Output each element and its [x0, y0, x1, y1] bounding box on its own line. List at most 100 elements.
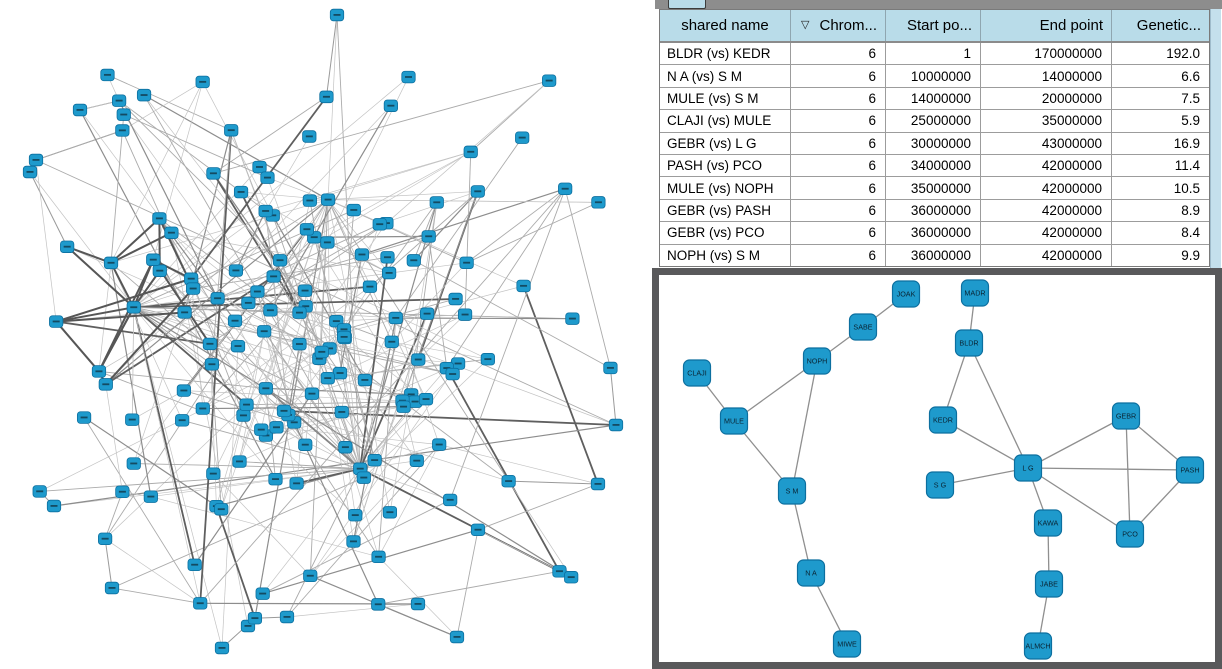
network-node[interactable]: KEDR	[928, 406, 958, 434]
network-node[interactable]	[299, 223, 315, 236]
network-node[interactable]	[152, 212, 167, 225]
network-node[interactable]	[202, 337, 218, 351]
network-node[interactable]	[338, 441, 353, 454]
network-node[interactable]: BLDR	[954, 329, 984, 357]
network-node[interactable]	[564, 571, 579, 584]
network-node[interactable]	[258, 204, 273, 218]
table-cell[interactable]: 14000000	[981, 65, 1112, 87]
network-node[interactable]: PCO	[1115, 520, 1145, 548]
network-node[interactable]	[320, 236, 335, 249]
network-node[interactable]	[126, 301, 141, 314]
network-node[interactable]	[457, 308, 473, 321]
network-node[interactable]	[501, 474, 516, 488]
network-node[interactable]	[100, 68, 115, 82]
network-node[interactable]	[266, 270, 281, 283]
network-node[interactable]	[449, 630, 465, 644]
table-cell[interactable]: BLDR (vs) KEDR	[660, 43, 791, 65]
table-cell[interactable]: 1	[886, 43, 981, 65]
network-node[interactable]	[186, 282, 201, 295]
network-edge[interactable]	[1125, 415, 1131, 535]
table-cell[interactable]: GEBR (vs) PCO	[660, 222, 791, 244]
network-node[interactable]: SABE	[848, 313, 878, 341]
network-node[interactable]	[22, 165, 38, 179]
network-node[interactable]	[195, 402, 210, 415]
network-node[interactable]: PASH	[1175, 456, 1205, 484]
network-node[interactable]	[396, 400, 411, 413]
network-node[interactable]	[459, 256, 474, 269]
table-cell[interactable]: 11.4	[1174, 158, 1200, 174]
network-node[interactable]	[298, 438, 313, 451]
network-node[interactable]	[303, 569, 318, 583]
network-node[interactable]	[269, 421, 284, 434]
network-node[interactable]	[337, 330, 352, 344]
network-node[interactable]	[146, 253, 161, 266]
network-node[interactable]	[371, 598, 386, 611]
network-node[interactable]	[72, 103, 88, 117]
network-node[interactable]	[210, 292, 225, 305]
network-node[interactable]	[552, 565, 567, 578]
table-cell[interactable]: 6	[791, 222, 886, 244]
network-node[interactable]: ALMCH	[1023, 632, 1053, 660]
table-cell[interactable]: 42000000	[981, 199, 1112, 222]
column-header-shared-name[interactable]: shared name	[660, 10, 791, 41]
network-node[interactable]	[204, 358, 220, 371]
network-node[interactable]	[380, 251, 395, 264]
network-node[interactable]	[116, 108, 131, 121]
network-node[interactable]	[362, 280, 378, 293]
network-node[interactable]	[590, 477, 606, 491]
network-edge[interactable]	[733, 360, 818, 422]
network-node[interactable]	[357, 373, 372, 387]
network-node[interactable]	[297, 284, 313, 297]
network-node[interactable]	[115, 124, 130, 137]
network-node[interactable]: N A	[796, 559, 826, 587]
network-node[interactable]	[329, 8, 345, 22]
table-cell[interactable]: 170000000	[981, 43, 1112, 65]
network-node[interactable]	[289, 477, 304, 490]
subnetwork-canvas[interactable]: CLAJI MULE NOPH SABE JOAK S M N A MIWE MADR BLDR K…	[659, 275, 1215, 662]
network-node[interactable]	[411, 353, 426, 366]
network-node[interactable]	[104, 581, 120, 595]
network-node[interactable]	[320, 193, 336, 206]
network-node[interactable]	[164, 226, 179, 239]
network-node[interactable]	[443, 493, 458, 507]
table-cell[interactable]: 42000000	[981, 177, 1112, 199]
network-node[interactable]	[401, 70, 416, 84]
network-node[interactable]	[346, 535, 361, 548]
network-edge[interactable]	[968, 342, 1029, 469]
network-node[interactable]	[98, 378, 113, 391]
table-cell[interactable]: 192.0	[1166, 46, 1200, 62]
network-node[interactable]	[445, 367, 460, 381]
network-node[interactable]	[98, 532, 113, 545]
table-cell[interactable]: 36000000	[886, 199, 981, 222]
table-cell[interactable]: 8.4	[1181, 225, 1200, 241]
table-cell[interactable]: 6	[791, 244, 886, 267]
network-node[interactable]	[175, 414, 190, 427]
table-row[interactable]: N A (vs) S M 6 10000000 14000000 6.6	[660, 65, 1209, 88]
table-cell[interactable]: 36000000	[886, 244, 981, 267]
column-header-genetic[interactable]: Genetic...	[1112, 10, 1209, 41]
network-node[interactable]	[184, 272, 199, 285]
network-node[interactable]	[409, 454, 424, 467]
network-node[interactable]	[320, 371, 335, 385]
network-node[interactable]	[187, 558, 202, 571]
table-row[interactable]: GEBR (vs) L G 6 30000000 43000000 16.9	[660, 132, 1209, 156]
network-node[interactable]	[429, 196, 444, 209]
network-node[interactable]	[334, 405, 349, 419]
network-node[interactable]	[136, 88, 152, 102]
network-node[interactable]	[239, 398, 254, 411]
network-edge[interactable]	[1027, 467, 1191, 471]
network-node[interactable]: CLAJI	[682, 359, 712, 387]
network-node[interactable]	[314, 345, 329, 359]
network-node[interactable]	[272, 254, 288, 267]
column-header-start-point[interactable]: Start po...	[886, 10, 981, 41]
network-node[interactable]	[241, 296, 256, 310]
network-node[interactable]	[236, 409, 251, 422]
network-node[interactable]: L G	[1013, 454, 1043, 482]
network-node[interactable]	[603, 361, 618, 375]
network-node[interactable]	[206, 167, 221, 180]
network-node[interactable]	[432, 438, 447, 451]
table-cell[interactable]: PASH (vs) PCO	[660, 155, 791, 177]
table-cell[interactable]: 30000000	[886, 132, 981, 155]
table-cell[interactable]: 6	[791, 65, 886, 87]
network-node[interactable]: MULE	[719, 407, 749, 435]
